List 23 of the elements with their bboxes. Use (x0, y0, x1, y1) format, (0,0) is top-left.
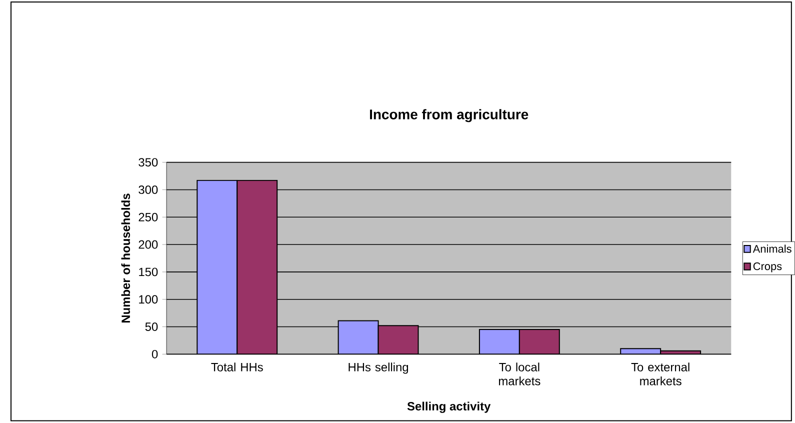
y-tick-label: 0 (152, 350, 158, 359)
bar (338, 320, 379, 354)
bar (518, 329, 560, 354)
x-tick-label: To local markets (498, 362, 540, 386)
y-tick-label: 50 (145, 322, 158, 332)
x-tick-label: HHs selling (348, 362, 408, 374)
bar (196, 180, 238, 354)
y-tick-label: 350 (138, 158, 158, 167)
legend-label: Animals (752, 244, 792, 253)
chart-title: Income from agriculture (370, 109, 528, 122)
legend-label: Crops (753, 262, 782, 272)
y-axis-title: Number of households (121, 194, 130, 323)
x-axis-title: Selling activity (407, 402, 491, 414)
y-tick-label: 200 (138, 240, 158, 249)
x-tick-label: Total HHs (211, 362, 263, 372)
y-tick-label: 250 (138, 213, 158, 222)
y-tick-label: 300 (138, 186, 158, 194)
bar (378, 325, 419, 354)
bar (236, 180, 278, 354)
y-tick-label: 150 (139, 268, 158, 276)
y-tick-label: 100 (139, 295, 158, 304)
bar (478, 329, 520, 354)
x-tick-label: To external markets (631, 362, 690, 386)
